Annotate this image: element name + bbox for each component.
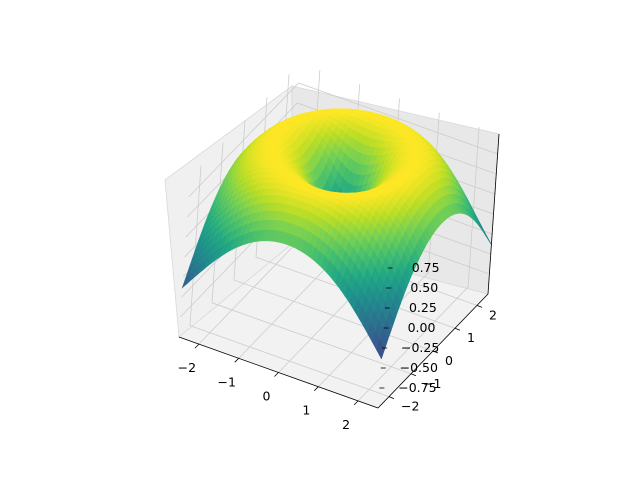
y-tick-label: 2: [489, 307, 497, 322]
x-tick-mark: [314, 386, 319, 391]
z-tick-label: 0.25: [409, 300, 437, 315]
z-tick-label: 0.50: [410, 280, 438, 295]
y-tick-mark: [476, 305, 483, 308]
z-tick-label: −0.75: [398, 380, 436, 395]
x-tick-label: 0: [263, 389, 271, 404]
x-tick-mark: [194, 343, 200, 349]
x-tick-mark: [274, 372, 279, 377]
y-grid-line: [189, 165, 390, 397]
z-tick-label: −0.25: [401, 340, 439, 355]
z-tick-label: 0.00: [408, 320, 436, 335]
y-tick-mark: [410, 373, 417, 377]
z-tick-label: 0.75: [412, 260, 440, 275]
surface-patch: [376, 339, 385, 360]
y-tick-label: −2: [401, 399, 419, 414]
y-tick-mark: [432, 350, 439, 354]
surface: [181, 108, 492, 360]
y-tick-mark: [454, 327, 461, 331]
x-tick-label: −2: [178, 360, 196, 375]
y-tick-mark: [388, 396, 395, 399]
x-tick-label: 1: [302, 403, 310, 418]
z-grid-line: [188, 82, 498, 198]
y-tick-label: −1: [423, 376, 441, 391]
x-grid-line: [357, 126, 480, 402]
z-axis-line: [487, 133, 500, 295]
x-tick-mark: [234, 358, 239, 363]
z-ticks: −0.75 −0.50 −0.25 0.00 0.25 0.50 0.75: [379, 260, 440, 395]
z-tick-label: −0.50: [400, 360, 438, 375]
x-ticks: −2 −1 0 1 2: [178, 343, 359, 432]
y-tick-label: 0: [445, 353, 453, 368]
x-tick-mark: [353, 400, 359, 406]
y-tick-label: 1: [467, 330, 475, 345]
x-tick-label: −1: [217, 374, 235, 389]
x-tick-label: 2: [342, 417, 350, 432]
y-ticks: −2 −1 012: [388, 305, 497, 414]
